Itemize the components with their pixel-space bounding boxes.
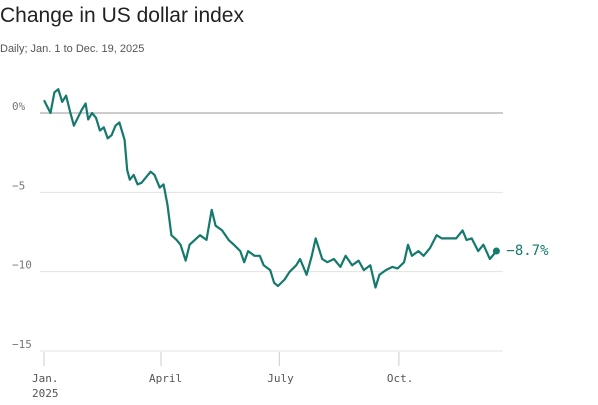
y-tick-label: −5: [12, 179, 25, 192]
end-dot: [492, 247, 500, 255]
chart-subtitle: Daily; Jan. 1 to Dec. 19, 2025: [0, 43, 145, 55]
y-tick-label: −10: [12, 259, 32, 272]
chart-title: Change in US dollar index: [0, 4, 244, 27]
value-label: −8.7%: [506, 243, 549, 259]
x-tick-label: Oct.: [386, 372, 414, 385]
data-line: [43, 88, 498, 289]
y-tick-label: 0%: [12, 100, 26, 113]
x-tick-label: Jan. 2025: [32, 372, 59, 400]
x-tick-label: April: [149, 372, 183, 385]
x-tick-label: July: [267, 372, 294, 385]
y-tick-label: −15: [12, 338, 32, 351]
